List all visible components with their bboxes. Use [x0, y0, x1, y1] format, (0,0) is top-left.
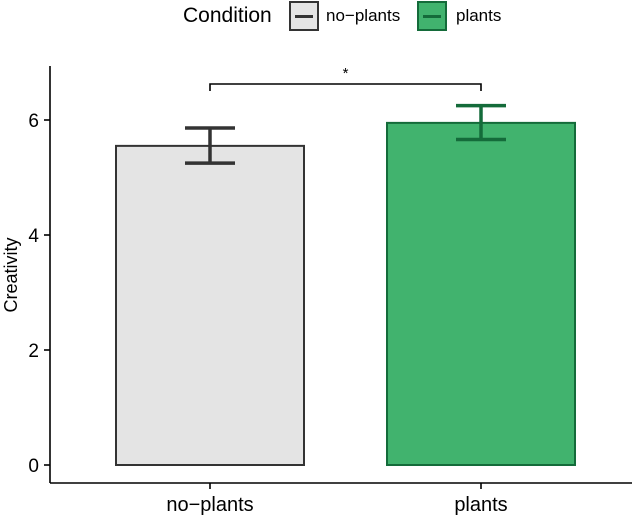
legend-label-plants: plants: [456, 6, 502, 25]
significance-label: *: [343, 65, 349, 82]
y-tick-label-4: 4: [28, 226, 39, 247]
significance-bracket: [209, 83, 482, 91]
legend-key-no-plants-line: [295, 15, 313, 18]
y-tick-label-0: 0: [28, 456, 39, 477]
legend-key-no-plants: [289, 1, 319, 31]
legend-label-no-plants: no−plants: [326, 6, 401, 25]
y-axis-label: Creativity: [1, 237, 21, 312]
y-tick-label-2: 2: [28, 341, 39, 362]
legend-key-plants: [417, 1, 447, 31]
legend: Condition no−plants plants: [0, 0, 643, 34]
bar-no-plants: [115, 144, 305, 466]
x-tick-label-plants: plants: [454, 494, 507, 515]
y-tick-label-6: 6: [28, 111, 39, 132]
bar-plants: [386, 121, 576, 466]
x-tick-label-no-plants: no−plants: [166, 494, 253, 515]
legend-key-plants-line: [423, 15, 441, 18]
legend-title: Condition: [183, 4, 272, 27]
